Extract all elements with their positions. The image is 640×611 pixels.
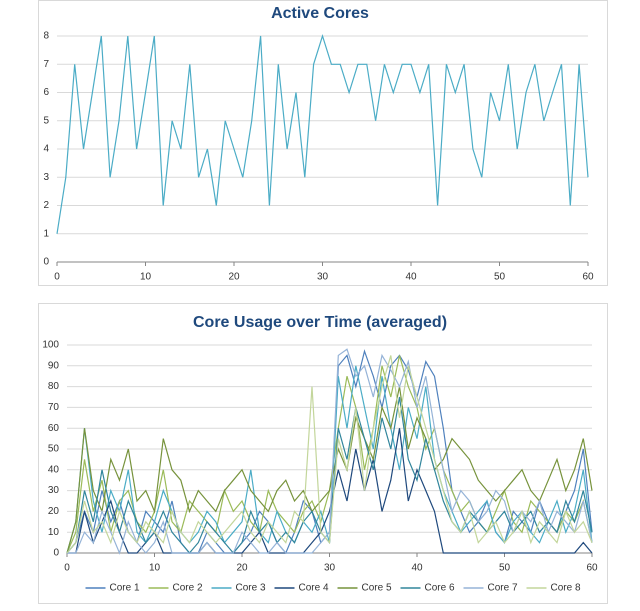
y-tick-label: 10 bbox=[48, 527, 60, 538]
y-tick-label: 100 bbox=[42, 340, 59, 351]
x-tick-label: 10 bbox=[149, 563, 161, 574]
x-tick-label: 30 bbox=[317, 272, 329, 283]
legend-label: Core 2 bbox=[173, 583, 203, 594]
y-tick-label: 90 bbox=[48, 360, 60, 371]
y-tick-label: 20 bbox=[48, 506, 60, 517]
x-tick-label: 20 bbox=[236, 563, 248, 574]
y-tick-label: 0 bbox=[53, 548, 59, 559]
legend-label: Core 8 bbox=[551, 583, 581, 594]
data-line bbox=[56, 34, 589, 234]
x-tick-label: 40 bbox=[405, 272, 417, 283]
x-tick-label: 60 bbox=[586, 563, 598, 574]
x-tick-label: 40 bbox=[411, 563, 423, 574]
series-line bbox=[67, 348, 593, 555]
y-tick-label: 30 bbox=[48, 485, 60, 496]
x-tick-label: 50 bbox=[494, 272, 506, 283]
y-tick-label: 3 bbox=[43, 172, 49, 183]
y-tick-label: 7 bbox=[43, 59, 49, 70]
chart-title: Active Cores bbox=[271, 5, 369, 22]
chart-frame bbox=[38, 0, 608, 286]
x-tick-label: 30 bbox=[324, 563, 336, 574]
x-tick-label: 0 bbox=[64, 563, 70, 574]
y-tick-label: 6 bbox=[43, 87, 49, 98]
chart-title: Core Usage over Time (averaged) bbox=[193, 314, 447, 331]
y-tick-label: 0 bbox=[43, 257, 49, 268]
y-tick-label: 8 bbox=[43, 31, 49, 42]
x-tick-label: 0 bbox=[54, 272, 60, 283]
y-tick-label: 60 bbox=[48, 423, 60, 434]
legend-label: Core 1 bbox=[110, 583, 140, 594]
x-tick-label: 50 bbox=[499, 563, 511, 574]
legend-label: Core 3 bbox=[236, 583, 266, 594]
x-tick-label: 20 bbox=[228, 272, 240, 283]
y-tick-label: 4 bbox=[43, 144, 49, 155]
series-line bbox=[66, 386, 593, 554]
y-tick-label: 50 bbox=[48, 444, 60, 455]
y-tick-label: 1 bbox=[43, 228, 49, 239]
y-tick-label: 70 bbox=[48, 402, 60, 413]
legend-label: Core 6 bbox=[425, 583, 455, 594]
x-tick-label: 10 bbox=[140, 272, 152, 283]
y-tick-label: 2 bbox=[43, 200, 49, 211]
y-tick-label: 40 bbox=[48, 464, 60, 475]
x-tick-label: 60 bbox=[582, 272, 594, 283]
y-tick-label: 80 bbox=[48, 381, 60, 392]
chart-frame bbox=[38, 303, 608, 604]
legend-label: Core 4 bbox=[299, 583, 329, 594]
legend-label: Core 7 bbox=[488, 583, 518, 594]
legend-label: Core 5 bbox=[362, 583, 392, 594]
y-tick-label: 5 bbox=[43, 115, 49, 126]
series-line bbox=[66, 355, 593, 554]
